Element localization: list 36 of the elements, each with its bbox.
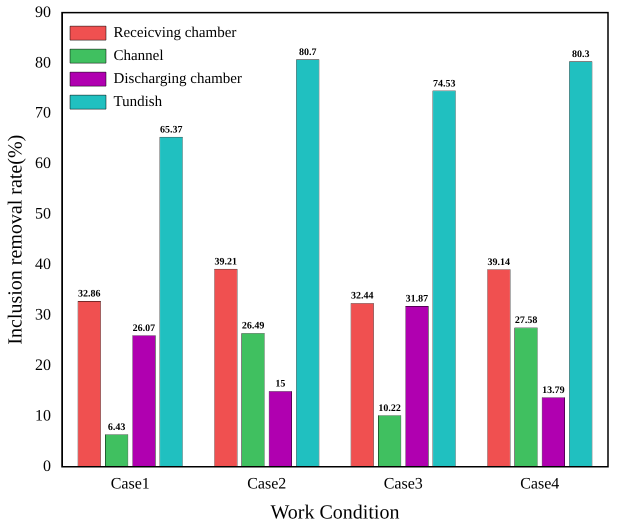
data-label: 6.43 <box>108 422 126 433</box>
data-label: 13.79 <box>542 384 565 396</box>
data-label: 31.87 <box>406 294 428 305</box>
data-label: 27.58 <box>514 315 538 326</box>
legend-label: Tundish <box>114 94 163 110</box>
x-axis-title: Work Condition <box>270 501 400 524</box>
y-tick-label: 60 <box>35 155 51 172</box>
x-tick-label: Case4 <box>520 476 560 493</box>
y-tick-label: 30 <box>35 306 51 324</box>
legend-label: Receicving chamber <box>114 25 236 42</box>
y-tick-label: 70 <box>35 104 51 122</box>
y-axis-title: Inclusion removal rate(%) <box>4 134 26 345</box>
y-tick-label: 90 <box>35 4 51 21</box>
y-tick-label: 40 <box>35 256 51 274</box>
data-label: 10.22 <box>378 402 401 414</box>
data-label: 65.37 <box>160 124 182 136</box>
data-label: 15 <box>275 378 286 390</box>
x-tick-label: Case1 <box>110 476 150 493</box>
y-tick-label: 80 <box>35 54 51 72</box>
data-label: 39.14 <box>488 256 510 268</box>
data-label: 32.86 <box>78 288 101 300</box>
y-tick-label: 0 <box>43 458 51 476</box>
data-label: 80.3 <box>572 49 590 60</box>
legend-label: Discharging chamber <box>114 71 242 88</box>
x-tick-label: Case2 <box>247 476 286 493</box>
y-tick-label: 20 <box>35 357 51 374</box>
legend-label: Channel <box>114 48 164 64</box>
data-label: 26.49 <box>242 320 264 332</box>
y-tick-label: 10 <box>35 408 51 425</box>
data-label: 80.7 <box>298 47 316 58</box>
y-tick-label: 50 <box>35 206 51 223</box>
x-tick-label: Case3 <box>384 476 423 493</box>
data-label: 39.21 <box>214 256 238 268</box>
data-label: 74.53 <box>432 78 456 90</box>
data-label: 26.07 <box>132 322 156 334</box>
data-label: 32.44 <box>351 290 374 302</box>
